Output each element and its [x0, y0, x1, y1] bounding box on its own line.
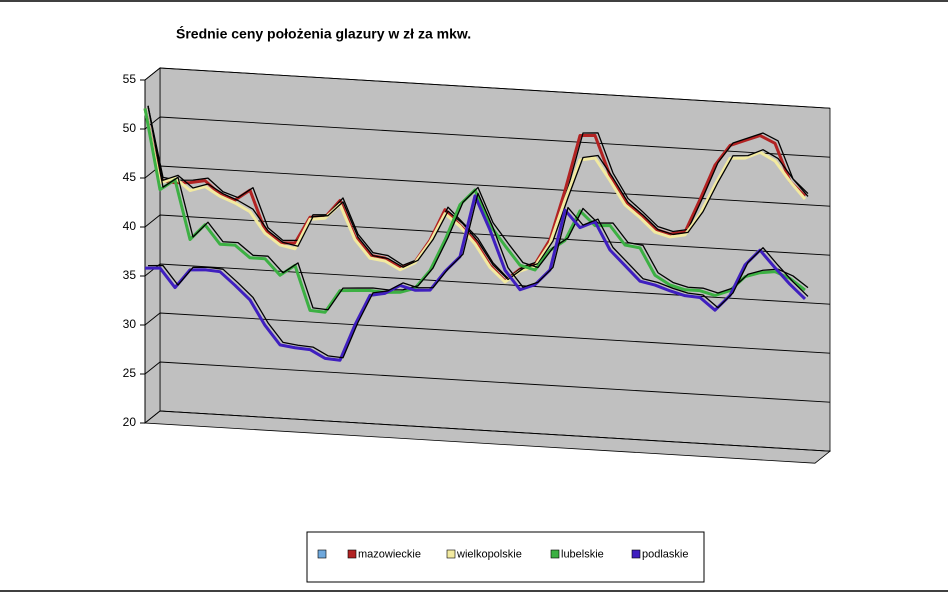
- chart-title: Średnie ceny położenia glazury w zł za m…: [176, 25, 471, 42]
- grid-line: [144, 410, 831, 452]
- series-line: [144, 194, 807, 362]
- y-tick-label: 55: [123, 72, 137, 86]
- y-tick-label: 30: [123, 317, 137, 331]
- series-line-edge: [147, 192, 809, 359]
- legend-swatch: [550, 549, 560, 559]
- y-tick-label: 20: [123, 415, 137, 429]
- grid-line: [144, 361, 831, 403]
- legend-label: wielkopolskie: [456, 548, 522, 560]
- legend-label: mazowieckie: [358, 548, 421, 560]
- series-line-edge: [147, 105, 809, 311]
- grid-line: [144, 67, 831, 109]
- legend-swatch: [347, 549, 357, 559]
- y-tick-label: 40: [123, 219, 137, 233]
- series-line: [143, 108, 807, 283]
- grid-line: [144, 312, 831, 354]
- y-tick-label: 35: [123, 268, 137, 282]
- plot-area: 20 25 30 35 40 45 50 55: [123, 67, 832, 464]
- legend-label: lubelskie: [561, 548, 604, 560]
- series-line-edge: [147, 105, 809, 280]
- legend-swatch: [317, 549, 327, 559]
- legend-swatch: [446, 549, 456, 559]
- grid-line: [144, 263, 831, 305]
- y-tick-label: 45: [123, 170, 137, 184]
- legend-swatch: [631, 549, 641, 559]
- series-line-edge: [147, 105, 809, 281]
- series-line: [143, 108, 807, 284]
- legend-label: podlaskie: [642, 548, 688, 560]
- y-tick-label: 50: [123, 121, 137, 135]
- y-tick-label: 25: [123, 366, 137, 380]
